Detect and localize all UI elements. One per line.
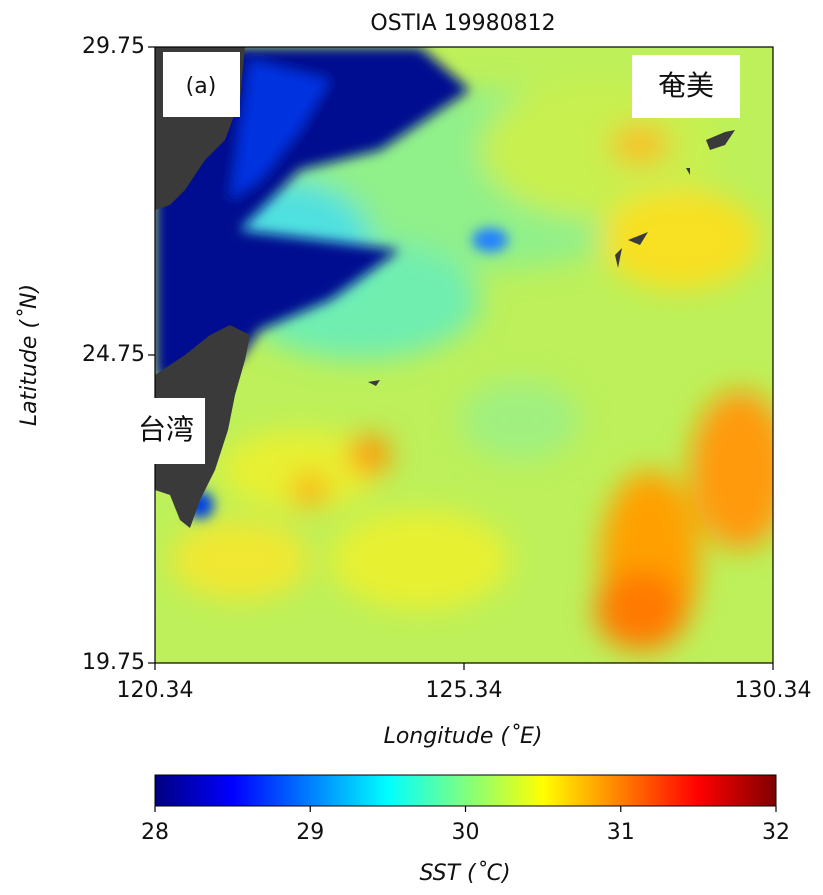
- colorbar: [154, 774, 777, 807]
- sst-field: [155, 47, 773, 663]
- x-tick-label: 130.34: [735, 678, 812, 703]
- annotation: 奄美: [658, 69, 714, 102]
- y-tick-label: 24.75: [82, 342, 145, 367]
- colorbar-tick-label: 29: [296, 820, 324, 845]
- x-axis-label: Longitude (˚E): [384, 724, 543, 749]
- y-tick-label: 19.75: [82, 650, 145, 675]
- colorbar-tick-label: 31: [607, 820, 635, 845]
- colorbar-label: SST (˚C): [419, 861, 510, 886]
- x-tick-label: 125.34: [426, 678, 503, 703]
- annotation: (a): [186, 74, 217, 99]
- annotation: 台湾: [138, 413, 194, 446]
- chart-title: OSTIA 19980812: [370, 11, 555, 36]
- colorbar-tick-label: 30: [452, 820, 480, 845]
- y-axis-label: Latitude (˚N): [17, 284, 42, 426]
- y-tick-label: 29.75: [82, 34, 145, 59]
- colorbar-tick-label: 32: [762, 820, 790, 845]
- colorbar-tick-label: 28: [141, 820, 169, 845]
- x-tick-label: 120.34: [117, 678, 194, 703]
